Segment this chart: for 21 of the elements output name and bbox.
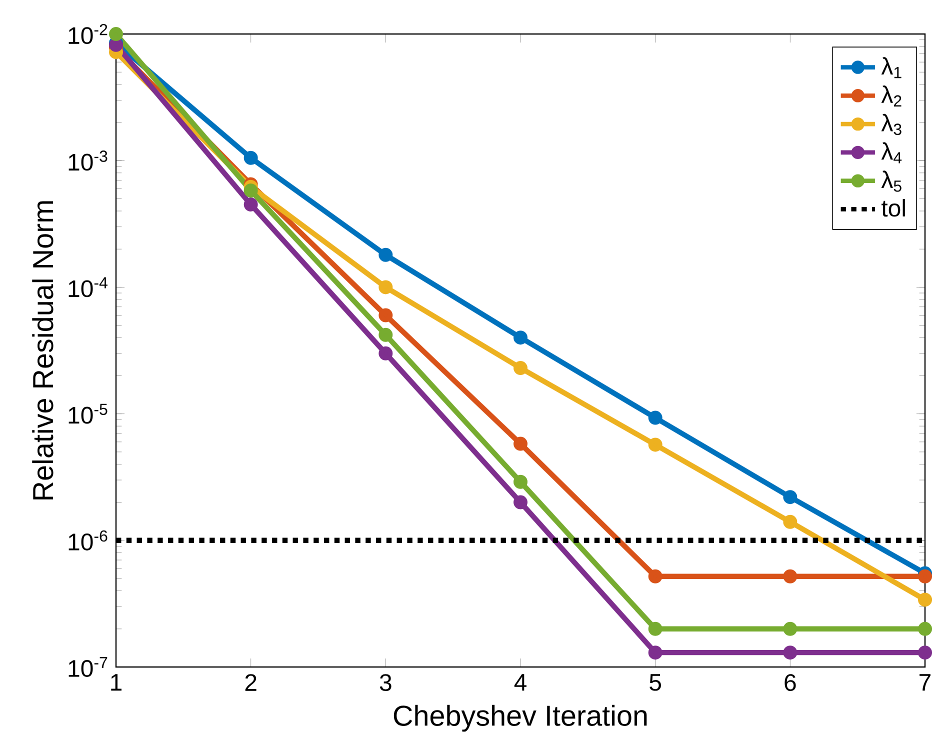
x-tick-label: 4 <box>514 674 526 691</box>
y-tick-label: 10$^{-3}$ <box>68 150 108 171</box>
y-tick-label: 10$^{-4}$ <box>68 277 108 298</box>
legend-label: λ$_{2}$ <box>881 85 902 106</box>
legend-label: λ$_{4}$ <box>881 142 902 164</box>
x-tick-label: 7 <box>920 674 930 691</box>
x-tick-label: 5 <box>650 674 661 691</box>
x-tick-label: 6 <box>784 674 796 692</box>
y-tick-label: 10$^{-2}$ <box>68 24 108 44</box>
y-tick-label: 10$^{-5}$ <box>68 404 108 424</box>
x-axis-title: Chebyshev Iteration <box>394 704 647 732</box>
legend-label: λ$_{3}$ <box>881 114 902 136</box>
legend-label: λ$_{1}$ <box>881 57 902 78</box>
legend-label: λ$_{5}$ <box>881 170 902 192</box>
x-tick-label: 3 <box>380 674 392 692</box>
x-tick-label: 1 <box>111 674 122 691</box>
x-tick-label: 2 <box>245 674 256 691</box>
y-tick-label: 10$^{-6}$ <box>68 530 108 550</box>
y-axis-title: Relative Residual Norm <box>32 201 54 500</box>
legend-label: tol <box>882 199 905 217</box>
y-tick-label: 10$^{-7}$ <box>68 657 108 677</box>
